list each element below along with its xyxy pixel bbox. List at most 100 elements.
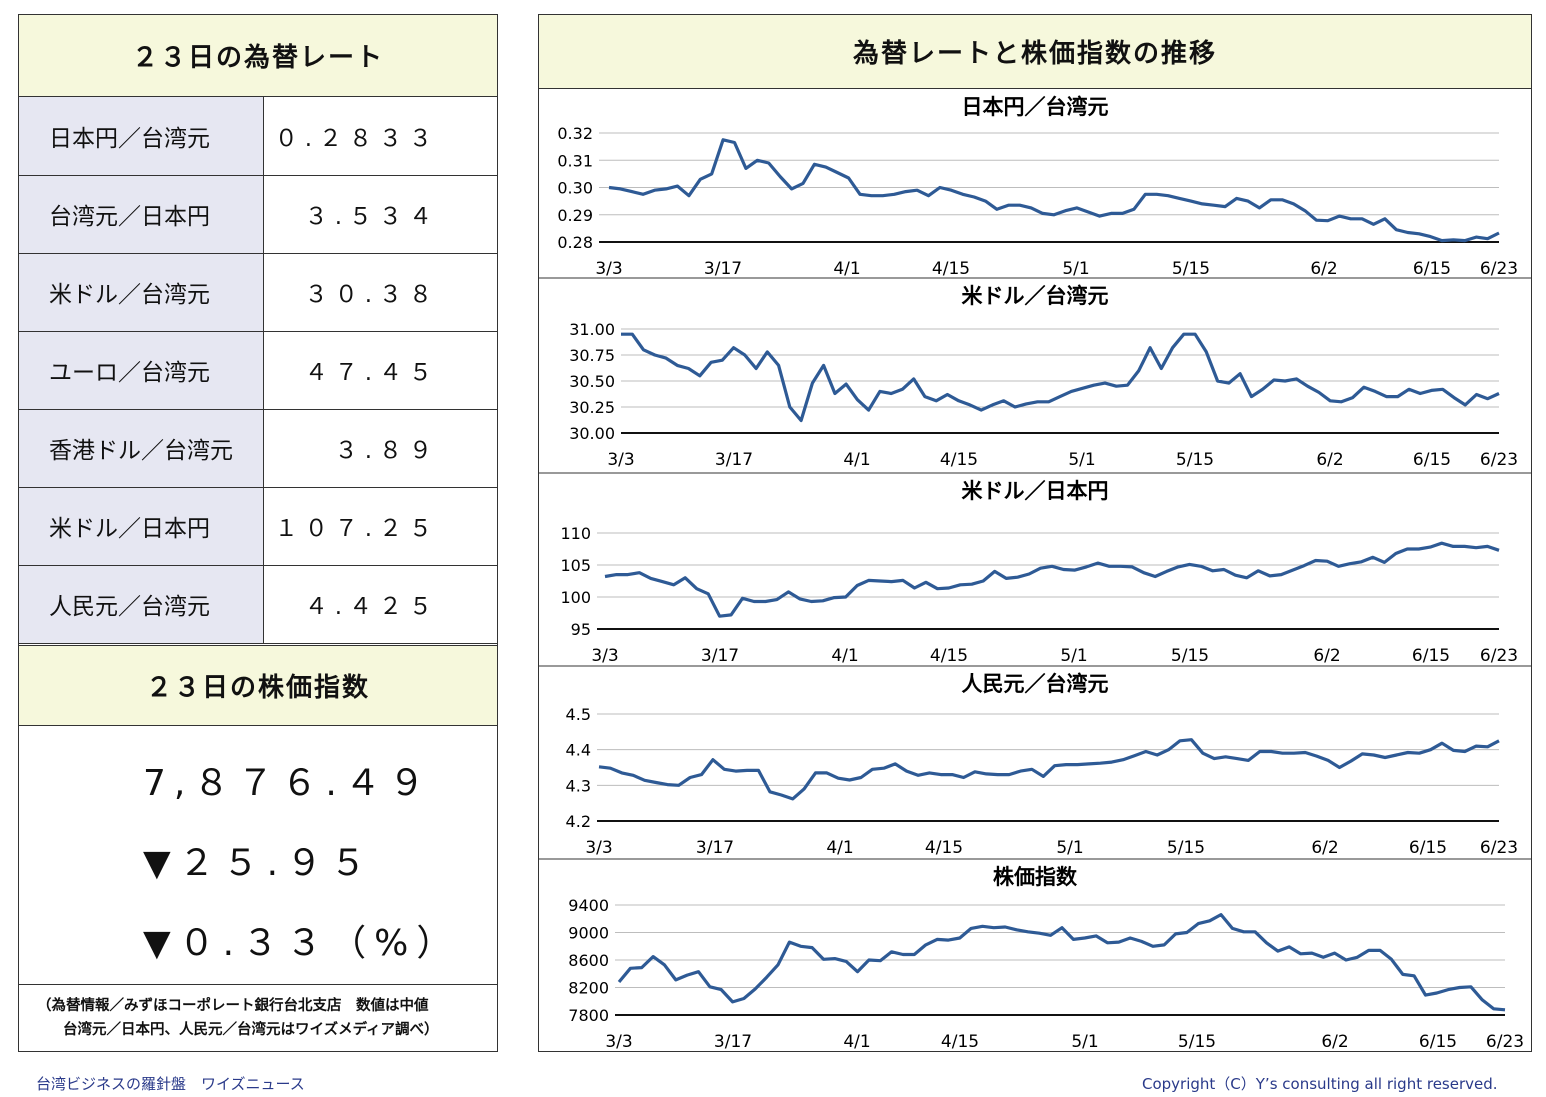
x-tick-label: 4/15 [930,646,968,666]
x-tick-label: 6/23 [1480,646,1518,666]
rate-value: ４７.４５ [263,331,497,410]
x-tick-label: 5/15 [1171,646,1209,666]
chart-title: 日本円／台湾元 [962,95,1109,119]
y-tick-label: 4.4 [566,741,591,760]
x-tick-label: 6/2 [1311,838,1338,858]
y-tick-label: 9000 [568,924,609,943]
chart-title: 株価指数 [993,865,1078,889]
x-tick-label: 5/1 [1071,1032,1098,1051]
x-tick-label: 5/15 [1176,450,1214,470]
rates-title: ２３日の為替レート [19,15,497,97]
stock-index-value: 7,８７６.４９ [143,763,433,804]
x-tick-label: 6/15 [1412,646,1450,666]
chart-title: 米ドル／台湾元 [962,284,1109,308]
rate-row: 人民元／台湾元 ４.４２５ [19,565,497,644]
series-line [598,738,1500,801]
chart-title: 人民元／台湾元 [962,672,1109,696]
rates-table: 日本円／台湾元 ０.２８３３ 台湾元／日本円 ３.５３４ 米ドル／台湾元 ３０.３８ ユーロ… [19,97,497,644]
x-tick-label: 6/15 [1419,1032,1457,1051]
y-tick-label: 4.5 [566,705,591,724]
x-tick-label: 5/1 [1056,838,1083,858]
x-tick-label: 4/1 [826,838,853,858]
x-tick-label: 5/15 [1167,838,1205,858]
x-tick-label: 4/15 [941,1032,979,1051]
x-tick-label: 6/23 [1480,838,1518,858]
stock-index-change-pct: ▼０.３３（%） [143,923,461,964]
y-tick-label: 9400 [568,896,609,915]
y-tick-label: 105 [560,556,591,575]
y-tick-label: 0.28 [557,233,593,252]
x-tick-label: 6/15 [1413,450,1451,470]
x-tick-label: 6/2 [1321,1032,1348,1051]
source-note-line1: （為替情報／みずほコーポレート銀行台北支店 数値は中値 [37,998,429,1014]
x-tick-label: 6/2 [1310,259,1337,279]
rate-label: 香港ドル／台湾元 [19,409,264,488]
x-tick-label: 3/3 [595,259,622,279]
x-tick-label: 6/2 [1313,646,1340,666]
x-tick-label: 4/15 [940,450,978,470]
x-tick-label: 4/1 [833,259,860,279]
stock-title: ２３日の株価指数 [19,646,497,726]
rate-label: 米ドル／台湾元 [19,253,264,332]
rate-value: ３.８９ [263,409,497,488]
x-tick-label: 4/1 [831,646,858,666]
source-note-line2: 台湾元／日本円、人民元／台湾元はワイズメディア調べ） [63,1022,439,1038]
rate-row: ユーロ／台湾元 ４７.４５ [19,331,497,410]
x-tick-label: 3/17 [714,1032,752,1051]
y-tick-label: 110 [560,524,591,543]
x-tick-label: 6/23 [1480,450,1518,470]
x-tick-label: 5/15 [1178,1032,1216,1051]
x-tick-label: 6/23 [1486,1032,1524,1051]
source-note: （為替情報／みずほコーポレート銀行台北支店 数値は中値 台湾元／日本円、人民元／… [19,994,497,1042]
charts-title: 為替レートと株価指数の推移 [539,15,1531,89]
rate-value: ３０.３８ [263,253,497,332]
y-tick-label: 31.00 [569,320,615,339]
rates-panel: ２３日の為替レート 日本円／台湾元 ０.２８３３ 台湾元／日本円 ３.５３４ 米ドル／台… [18,14,498,646]
y-tick-label: 30.75 [569,346,615,365]
rate-value: ４.４２５ [263,565,497,644]
y-tick-label: 30.00 [569,424,615,443]
y-tick-label: 4.3 [566,776,591,795]
rate-row: 米ドル／台湾元 ３０.３８ [19,253,497,332]
y-tick-label: 30.25 [569,398,615,417]
y-tick-label: 0.31 [557,151,593,170]
series-line [617,912,1506,1012]
rate-row: 日本円／台湾元 ０.２８３３ [19,97,497,176]
x-tick-label: 3/3 [607,450,634,470]
stock-panel: ２３日の株価指数 7,８７６.４９ ▼２５.９５ ▼０.３３（%） （為替情報／… [18,645,498,1052]
x-tick-label: 3/17 [704,259,742,279]
rate-value: ０.２８３３ [263,97,497,176]
series-line [604,541,1500,618]
y-tick-label: 8200 [568,979,609,998]
rate-row: 米ドル／日本円 １０７.２５ [19,487,497,566]
rate-label: 人民元／台湾元 [19,565,264,644]
x-tick-label: 4/15 [932,259,970,279]
y-tick-label: 0.32 [557,124,593,143]
x-tick-label: 5/1 [1062,259,1089,279]
x-tick-label: 6/23 [1480,259,1518,279]
x-tick-label: 5/1 [1060,646,1087,666]
rate-label: 日本円／台湾元 [19,97,264,176]
x-tick-label: 4/1 [843,1032,870,1051]
x-tick-label: 3/3 [591,646,618,666]
footer-right: Copyright（C）Y’s consulting all right res… [1142,1075,1498,1093]
divider [19,984,497,985]
chart-title: 米ドル／日本円 [962,479,1109,503]
x-tick-label: 3/17 [701,646,739,666]
x-tick-label: 6/15 [1409,838,1447,858]
x-tick-label: 4/1 [843,450,870,470]
x-tick-label: 5/15 [1172,259,1210,279]
y-tick-label: 95 [571,620,591,639]
charts-panel: 為替レートと株価指数の推移 日本円／台湾元 0.32 0.31 0.30 0.29 0.2… [538,14,1532,1052]
series-line [621,332,1500,423]
x-tick-label: 3/3 [605,1032,632,1051]
x-tick-label: 3/17 [715,450,753,470]
y-tick-label: 7800 [568,1006,609,1025]
x-tick-label: 3/17 [696,838,734,858]
rate-value: ３.５３４ [263,175,497,254]
rate-row: 台湾元／日本円 ３.５３４ [19,175,497,254]
x-tick-label: 6/2 [1316,450,1343,470]
rate-value: １０７.２５ [263,487,497,566]
series-line [608,138,1500,243]
